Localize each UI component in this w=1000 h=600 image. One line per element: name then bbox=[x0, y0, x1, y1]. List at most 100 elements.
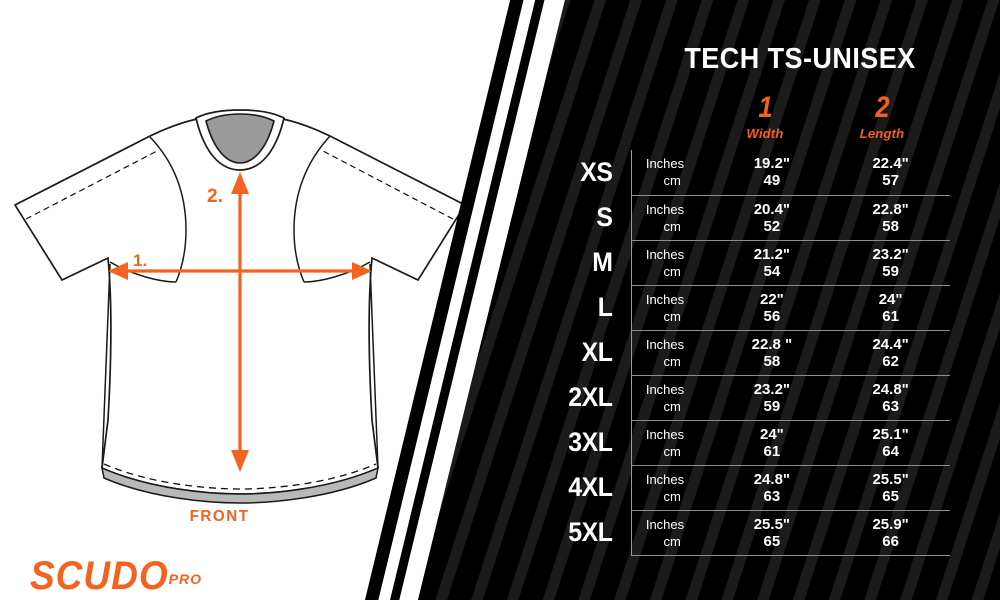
width-inches-value: 23.2" bbox=[753, 380, 791, 398]
width-value-cell: 22" 56 bbox=[712, 284, 832, 330]
table-row: XL Inches cm 22.8 " 58 24.4" 62 bbox=[540, 329, 950, 375]
length-inches-value: 25.5" bbox=[872, 470, 909, 488]
unit-inches-label: Inches bbox=[645, 516, 685, 532]
unit-cm-label: cm bbox=[663, 398, 681, 414]
unit-cm-label: cm bbox=[663, 308, 681, 324]
unit-cm-label: cm bbox=[663, 218, 681, 234]
width-inches-value: 25.5" bbox=[753, 515, 791, 533]
length-inches-value: 24.4" bbox=[872, 335, 909, 353]
column-caption-width: Width bbox=[746, 126, 784, 141]
spacer bbox=[544, 555, 628, 556]
length-cm-value: 64 bbox=[882, 442, 899, 460]
length-value-cell: 22.4" 57 bbox=[831, 150, 950, 195]
unit-column: Inches cm bbox=[630, 419, 713, 465]
right-cuff-stitch bbox=[322, 150, 454, 220]
length-cm-value: 61 bbox=[882, 307, 899, 325]
width-cm-value: 52 bbox=[763, 217, 781, 235]
unit-cm-label: cm bbox=[663, 533, 681, 549]
unit-column: Inches cm bbox=[630, 284, 713, 330]
width-cm-value: 54 bbox=[763, 262, 781, 280]
width-arrow-right bbox=[352, 262, 372, 280]
length-value-cell: 25.5" 65 bbox=[831, 464, 950, 510]
unit-column: Inches cm bbox=[630, 329, 713, 375]
size-label: 3XL bbox=[568, 427, 613, 457]
left-shoulder-seam bbox=[149, 136, 187, 283]
width-value-cell: 21.2" 54 bbox=[712, 239, 832, 285]
tshirt-diagram bbox=[13, 109, 467, 504]
length-value-cell: 25.9" 66 bbox=[831, 509, 950, 555]
length-inches-value: 22.8" bbox=[872, 200, 909, 218]
length-value-cell: 22.8" 58 bbox=[831, 194, 950, 240]
table-row: 3XL Inches cm 24" 61 25.1" 64 bbox=[540, 419, 950, 465]
unit-inches-label: Inches bbox=[645, 156, 685, 172]
unit-column: Inches cm bbox=[630, 464, 713, 510]
size-label: XL bbox=[581, 337, 613, 367]
width-inches-value: 21.2" bbox=[753, 245, 791, 263]
width-cm-value: 56 bbox=[763, 307, 781, 325]
length-value-cell: 23.2" 59 bbox=[831, 239, 950, 285]
unit-inches-label: Inches bbox=[645, 336, 685, 352]
length-cm-value: 63 bbox=[882, 397, 899, 415]
size-label: M bbox=[592, 247, 613, 277]
length-inches-value: 25.1" bbox=[872, 425, 909, 443]
length-value-cell: 24.4" 62 bbox=[831, 329, 950, 375]
length-arrow-down bbox=[231, 450, 249, 472]
column-number-2: 2 bbox=[875, 91, 889, 124]
width-value-cell: 20.4" 52 bbox=[712, 194, 832, 240]
brand-suffix: PRO bbox=[168, 571, 202, 587]
size-label: S bbox=[596, 202, 613, 232]
measure-2-label: 2. bbox=[207, 186, 223, 207]
unit-inches-label: Inches bbox=[645, 381, 685, 397]
length-cm-value: 59 bbox=[882, 262, 899, 280]
table-row: L Inches cm 22" 56 24" 61 bbox=[540, 284, 950, 330]
width-cm-value: 63 bbox=[763, 487, 781, 505]
unit-cm-label: cm bbox=[663, 263, 681, 279]
unit-inches-label: Inches bbox=[645, 426, 685, 442]
width-value-cell: 25.5" 65 bbox=[712, 509, 832, 555]
width-cm-value: 65 bbox=[763, 532, 781, 550]
table-row: 5XL Inches cm 25.5" 65 25.9" 66 bbox=[540, 509, 950, 555]
table-row: 4XL Inches cm 24.8" 63 25.5" 65 bbox=[540, 464, 950, 510]
length-cm-value: 66 bbox=[882, 532, 899, 550]
table-row: 2XL Inches cm 23.2" 59 24.8" 63 bbox=[540, 374, 950, 420]
unit-inches-label: Inches bbox=[645, 246, 685, 262]
width-inches-value: 24.8" bbox=[753, 470, 791, 488]
column-caption-length: Length bbox=[859, 126, 905, 141]
right-underarm bbox=[303, 261, 371, 283]
brand-logo: SCUDOPRO bbox=[30, 553, 202, 597]
unit-cm-label: cm bbox=[663, 443, 681, 459]
length-value-cell: 24.8" 63 bbox=[831, 374, 950, 420]
column-header-length: 2 Length bbox=[827, 91, 937, 142]
unit-column: Inches cm bbox=[630, 374, 713, 420]
column-header-width: 1 Width bbox=[710, 93, 820, 142]
length-value-cell: 24" 61 bbox=[831, 284, 950, 330]
size-label: L bbox=[597, 292, 613, 322]
width-cm-value: 49 bbox=[763, 172, 781, 190]
size-table-body: XS Inches cm 19.2" 49 22.4" 57 S Inches cm 20.4" 52… bbox=[540, 150, 950, 556]
hem-stitch bbox=[103, 463, 377, 490]
left-cuff-stitch bbox=[25, 150, 158, 220]
length-inches-value: 24.8" bbox=[872, 380, 909, 398]
width-inches-value: 19.2" bbox=[753, 155, 791, 173]
length-cm-value: 57 bbox=[882, 172, 899, 190]
length-cm-value: 62 bbox=[882, 352, 899, 370]
width-value-cell: 24.8" 63 bbox=[712, 464, 832, 510]
left-side-seam bbox=[101, 263, 111, 469]
width-inches-value: 24" bbox=[759, 425, 784, 443]
width-inches-value: 22" bbox=[759, 290, 784, 308]
width-value-cell: 24" 61 bbox=[712, 419, 832, 465]
unit-inches-label: Inches bbox=[645, 291, 685, 307]
size-label: 4XL bbox=[568, 472, 613, 502]
width-value-cell: 22.8 " 58 bbox=[712, 329, 832, 375]
width-cm-value: 59 bbox=[763, 397, 781, 415]
unit-inches-label: Inches bbox=[645, 201, 685, 217]
spacer bbox=[831, 554, 950, 556]
right-side-seam bbox=[369, 263, 379, 469]
width-cm-value: 58 bbox=[763, 352, 781, 370]
spacer bbox=[712, 554, 832, 556]
unit-column: Inches cm bbox=[630, 239, 713, 285]
width-inches-value: 22.8 " bbox=[751, 335, 793, 353]
spacer bbox=[631, 554, 713, 556]
shirt-hem bbox=[100, 466, 380, 504]
length-arrow-up bbox=[231, 172, 249, 194]
